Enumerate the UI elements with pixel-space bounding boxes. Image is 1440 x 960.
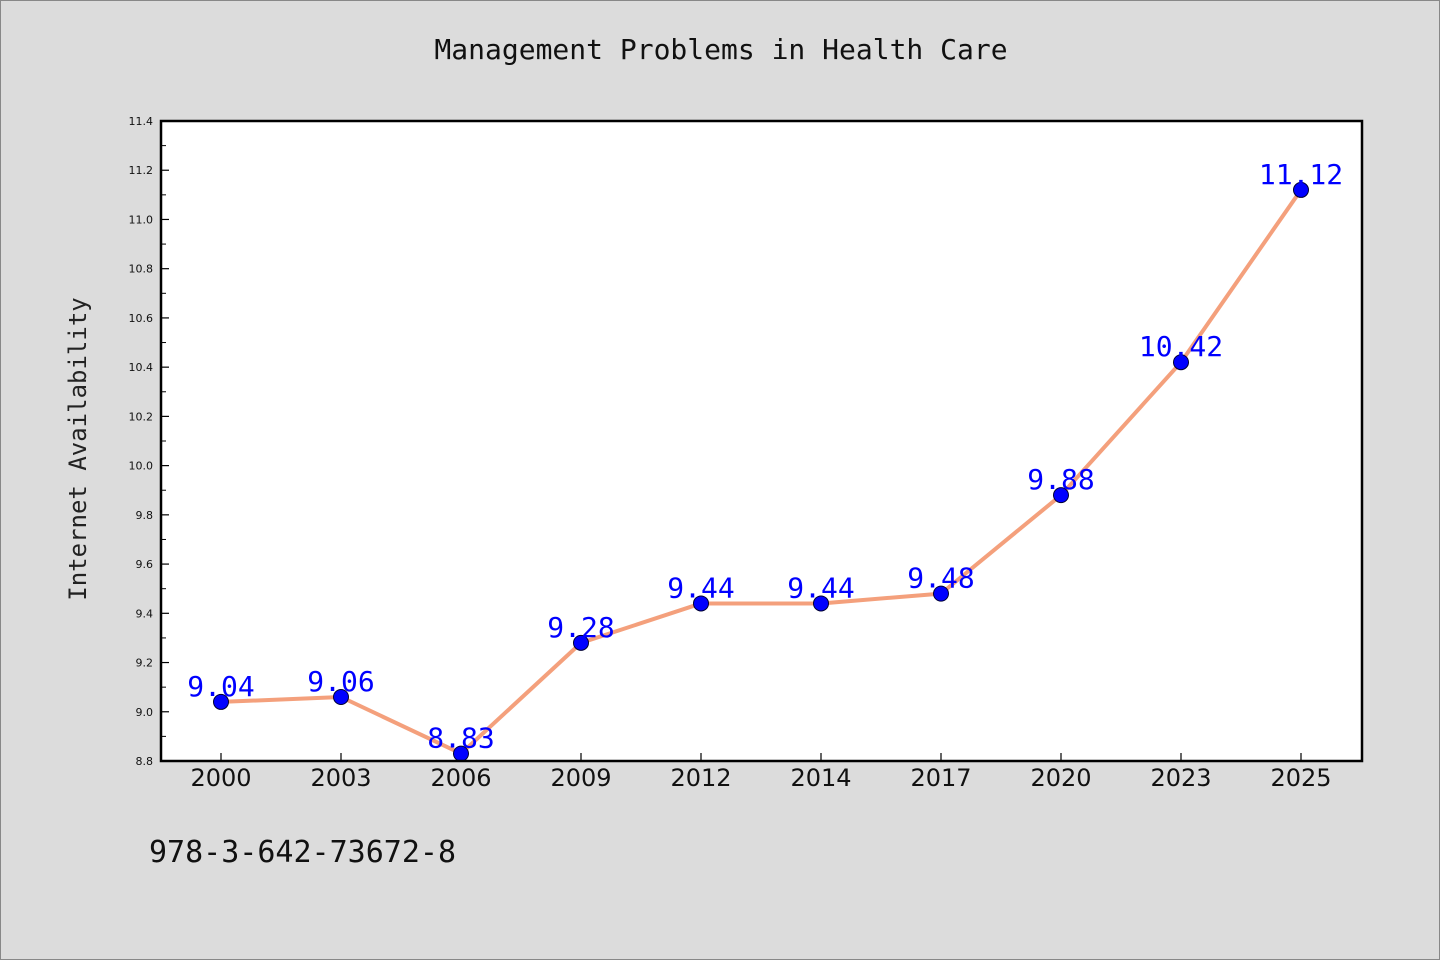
y-tick-label: 10.4: [129, 361, 154, 374]
x-tick-label: 2023: [1150, 764, 1211, 792]
data-label: 9.28: [547, 611, 614, 644]
chart-title: Management Problems in Health Care: [434, 33, 1008, 66]
plot-frame: [159, 119, 1364, 763]
plot-background: [161, 121, 1362, 761]
x-tick-label: 2009: [550, 764, 611, 792]
x-tick-label: 2000: [190, 764, 251, 792]
y-tick-label: 9.2: [136, 657, 154, 670]
y-tick-label: 11.4: [129, 115, 154, 128]
data-label: 10.42: [1139, 330, 1223, 363]
data-label: 9.44: [787, 571, 854, 604]
series-line: [219, 187, 1303, 756]
x-tick-label: 2012: [670, 764, 731, 792]
data-point-marker: [1053, 487, 1069, 504]
data-point-marker: [933, 585, 949, 602]
data-point-marker: [813, 595, 829, 612]
y-tick-label: 11.2: [129, 164, 154, 177]
y-tick-label: 9.0: [136, 706, 154, 719]
y-tick-label: 10.6: [129, 312, 154, 325]
y-tick-label: 8.8: [136, 755, 154, 768]
x-tick-label: 2006: [430, 764, 491, 792]
y-tick-label: 10.0: [129, 460, 154, 473]
data-label: 9.48: [907, 562, 974, 595]
x-tick-label: 2020: [1030, 764, 1091, 792]
y-tick-label: 9.6: [136, 558, 154, 571]
footnote-isbn: 978-3-642-73672-8: [149, 835, 457, 870]
data-label: 9.88: [1027, 463, 1094, 496]
data-point-marker: [1293, 181, 1309, 198]
data-label: 9.06: [307, 665, 374, 698]
x-tick-label: 2025: [1270, 764, 1331, 792]
x-tick-label: 2014: [790, 764, 851, 792]
data-label: 11.12: [1259, 158, 1343, 191]
y-tick-label: 11.0: [129, 213, 154, 226]
y-tick-label: 10.8: [129, 263, 154, 276]
y-tick-label: 9.8: [136, 509, 154, 522]
x-tick-label: 2017: [910, 764, 971, 792]
data-point-marker: [1173, 354, 1189, 371]
data-label: 8.83: [427, 722, 494, 755]
data-point-marker: [213, 693, 229, 710]
data-point-marker: [333, 689, 349, 705]
data-point-marker: [693, 595, 709, 612]
data-label: 9.04: [187, 670, 254, 703]
data-label: 9.44: [667, 571, 734, 604]
data-point-marker: [573, 634, 589, 651]
x-tick-label: 2003: [310, 764, 371, 792]
y-tick-label: 10.2: [129, 410, 154, 423]
y-tick-label: 9.4: [136, 607, 154, 620]
